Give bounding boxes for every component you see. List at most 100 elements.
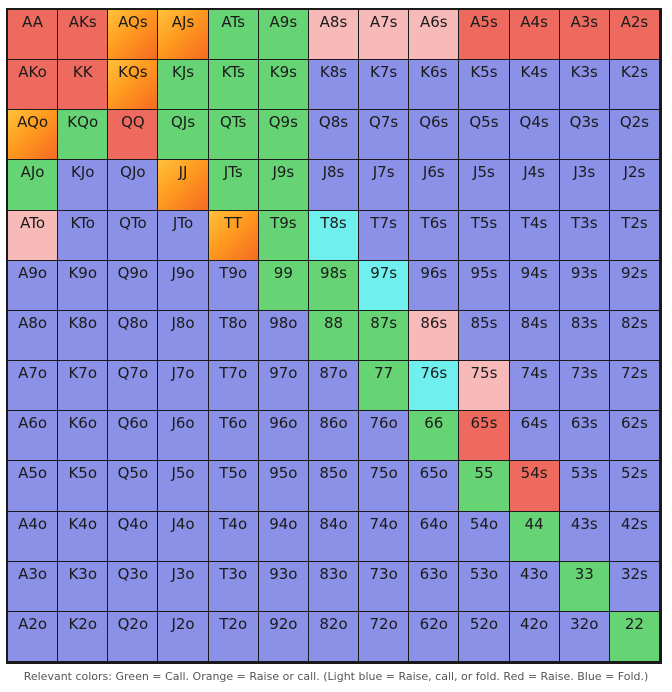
hand-cell: 32s xyxy=(609,561,660,612)
hand-cell: Q2s xyxy=(609,110,660,161)
hand-cell: 65o xyxy=(409,461,460,512)
hand-cell: AQo xyxy=(8,110,59,161)
hand-cell: J3s xyxy=(559,160,610,211)
hand-cell: A2s xyxy=(609,10,660,61)
hand-cell: QTs xyxy=(208,110,259,161)
hand-cell: Q5s xyxy=(459,110,510,161)
hand-cell: K2s xyxy=(609,60,660,111)
hand-cell: 83s xyxy=(559,310,610,362)
hand-cell: T9o xyxy=(208,260,259,311)
hand-cell: 86s xyxy=(409,310,460,362)
hand-cell: 82o xyxy=(308,611,360,662)
hand-cell: J7s xyxy=(359,160,410,211)
hand-cell: A6o xyxy=(8,411,59,462)
hand-cell: AKo xyxy=(8,60,59,111)
hand-cell: 32o xyxy=(559,611,610,662)
hand-cell: Q4o xyxy=(108,511,159,562)
hand-cell: 64o xyxy=(409,511,460,562)
hand-cell: 87s xyxy=(359,310,410,362)
hand-range-grid: AA AKs AQs AJs ATs A9s A8s A7s A6s A5s A4s A3s A2s AK… xyxy=(6,8,662,664)
hand-cell: Q9s xyxy=(258,110,309,161)
hand-cell: A2o xyxy=(8,611,59,662)
hand-cell: 96o xyxy=(258,411,309,462)
hand-cell: A7o xyxy=(8,361,59,412)
hand-cell: J6o xyxy=(158,411,209,462)
hand-cell: 54s xyxy=(509,461,560,512)
hand-cell: 66 xyxy=(409,411,460,462)
hand-cell: 76s xyxy=(409,361,460,412)
hand-cell: KJs xyxy=(158,60,209,111)
hand-cell: J5o xyxy=(158,461,209,512)
hand-cell: K4o xyxy=(58,511,109,562)
hand-cell: QJs xyxy=(158,110,209,161)
hand-cell: K7s xyxy=(359,60,410,111)
hand-cell: 98s xyxy=(308,260,360,311)
hand-cell: A8o xyxy=(8,310,59,362)
hand-cell: T3s xyxy=(559,210,610,261)
hand-cell: T5o xyxy=(208,461,259,512)
hand-cell: Q6o xyxy=(108,411,159,462)
hand-cell: K8s xyxy=(308,60,360,111)
hand-cell: T5s xyxy=(459,210,510,261)
hand-cell: K8o xyxy=(58,310,109,362)
hand-cell: 95s xyxy=(459,260,510,311)
hand-cell: K9o xyxy=(58,260,109,311)
hand-cell: 93s xyxy=(559,260,610,311)
hand-cell: T2s xyxy=(609,210,660,261)
hand-cell: 86o xyxy=(308,411,360,462)
hand-cell: A3o xyxy=(8,561,59,612)
hand-cell: K6o xyxy=(58,411,109,462)
hand-cell: 52o xyxy=(459,611,510,662)
hand-cell: JTo xyxy=(158,210,209,261)
hand-cell: A4o xyxy=(8,511,59,562)
hand-cell: ATo xyxy=(8,210,59,261)
hand-cell: QJo xyxy=(108,160,159,211)
hand-cell: A7s xyxy=(359,10,410,61)
hand-cell: 63s xyxy=(559,411,610,462)
hand-cell: 43o xyxy=(509,561,560,612)
hand-cell: T8s xyxy=(308,210,360,261)
hand-cell: 98o xyxy=(258,310,309,362)
hand-cell: A3s xyxy=(559,10,610,61)
hand-cell: Q2o xyxy=(108,611,159,662)
hand-cell: 83o xyxy=(308,561,360,612)
hand-cell: 22 xyxy=(609,611,660,662)
hand-cell: T3o xyxy=(208,561,259,612)
hand-cell: J9o xyxy=(158,260,209,311)
hand-cell: 94s xyxy=(509,260,560,311)
hand-cell: AJo xyxy=(8,160,59,211)
hand-cell: KQo xyxy=(58,110,109,161)
hand-cell: Q5o xyxy=(108,461,159,512)
hand-cell: J4s xyxy=(509,160,560,211)
hand-cell: 52s xyxy=(609,461,660,512)
hand-cell: K3s xyxy=(559,60,610,111)
hand-cell: 85o xyxy=(308,461,360,512)
hand-cell: AJs xyxy=(158,10,209,61)
hand-cell: 84o xyxy=(308,511,360,562)
hand-cell: 92s xyxy=(609,260,660,311)
hand-cell: KTo xyxy=(58,210,109,261)
hand-cell: K2o xyxy=(58,611,109,662)
hand-cell: T8o xyxy=(208,310,259,362)
hand-cell: KQs xyxy=(108,60,159,111)
hand-cell: T6o xyxy=(208,411,259,462)
hand-cell: TT xyxy=(208,210,259,261)
hand-cell: 73s xyxy=(559,361,610,412)
hand-cell: 82s xyxy=(609,310,660,362)
hand-cell: AKs xyxy=(58,10,109,61)
hand-cell: Q6s xyxy=(409,110,460,161)
hand-cell: 97s xyxy=(359,260,410,311)
hand-cell: A5o xyxy=(8,461,59,512)
hand-cell: K9s xyxy=(258,60,309,111)
hand-cell: 93o xyxy=(258,561,309,612)
hand-cell: A4s xyxy=(509,10,560,61)
hand-cell: T4s xyxy=(509,210,560,261)
hand-cell: J8s xyxy=(308,160,360,211)
color-legend: Relevant colors: Green = Call. Orange = … xyxy=(23,670,649,683)
hand-cell: K5o xyxy=(58,461,109,512)
hand-cell: JTs xyxy=(208,160,259,211)
hand-cell: J5s xyxy=(459,160,510,211)
hand-cell: A9o xyxy=(8,260,59,311)
hand-cell: T4o xyxy=(208,511,259,562)
hand-cell: 55 xyxy=(459,461,510,512)
